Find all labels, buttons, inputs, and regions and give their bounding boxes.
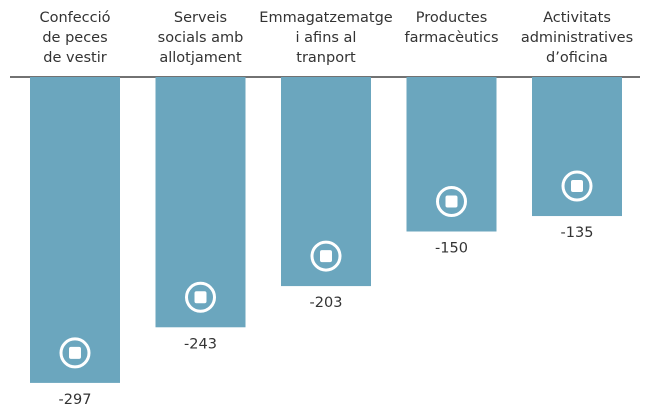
category-label: farmacèutics [404, 30, 498, 46]
icon [571, 180, 583, 193]
category-label: de peces [42, 30, 107, 46]
icon [59, 337, 91, 369]
value-label: -203 [310, 295, 343, 311]
category-label: d’oficina [546, 50, 608, 66]
category-label: Confecció [39, 10, 110, 26]
value-label: -135 [561, 225, 594, 241]
category-label: Emmagatzematge [259, 10, 393, 26]
icon [320, 250, 332, 263]
value-label: -297 [59, 392, 92, 408]
bar [155, 77, 246, 328]
icon [310, 240, 342, 272]
value-label: -243 [184, 336, 217, 352]
icon [69, 346, 81, 359]
icon [185, 281, 216, 313]
category-label: i afins al [296, 30, 357, 46]
icon [436, 186, 467, 217]
bar [406, 77, 497, 232]
icon [561, 170, 593, 202]
category-label: socials amb [158, 30, 244, 46]
category-label: administratives [521, 30, 633, 46]
category-label: de vestir [43, 50, 107, 66]
icon [445, 195, 458, 208]
category-label: tranport [296, 50, 356, 66]
category-label: allotjament [159, 50, 242, 66]
category-label: Serveis [174, 10, 227, 26]
bar [30, 77, 120, 383]
value-label: -150 [435, 241, 468, 257]
category-label: Activitats [543, 10, 611, 26]
icon [194, 291, 207, 304]
bar [532, 77, 622, 217]
category-label: Productes [416, 10, 488, 26]
